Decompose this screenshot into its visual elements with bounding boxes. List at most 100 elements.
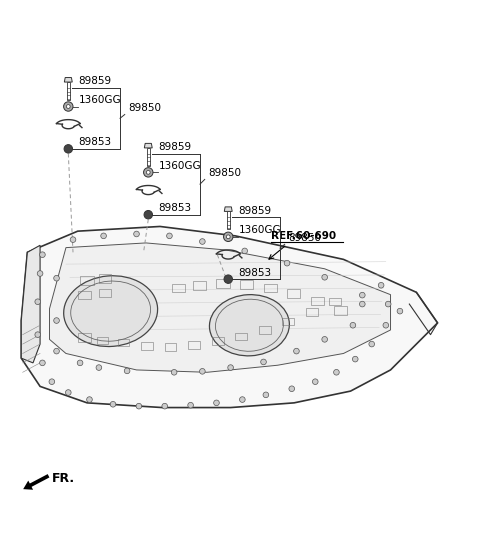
Text: 89853: 89853 [158,203,192,213]
Bar [96,336,108,344]
Circle shape [334,369,339,375]
Circle shape [360,292,365,298]
Circle shape [284,260,290,266]
Ellipse shape [209,295,289,356]
Bar [264,284,276,292]
Circle shape [134,231,139,237]
Circle shape [294,348,299,354]
Circle shape [200,369,205,374]
Bar [334,306,347,315]
Bar [99,275,110,283]
Circle shape [54,318,60,323]
Circle shape [224,232,233,242]
Polygon shape [21,226,438,408]
Bar [287,289,300,298]
Circle shape [146,171,150,174]
Text: 1360GG: 1360GG [158,161,201,171]
Circle shape [200,238,205,245]
Circle shape [136,403,142,409]
Polygon shape [224,207,232,211]
Circle shape [101,233,107,238]
Circle shape [37,271,43,276]
Circle shape [54,275,60,281]
Circle shape [87,397,92,403]
Circle shape [35,299,40,305]
Circle shape [63,102,73,111]
Circle shape [188,403,193,408]
Text: 89859: 89859 [79,76,112,86]
Circle shape [322,275,327,280]
Bar [78,333,91,342]
Text: 89859: 89859 [158,142,192,152]
Circle shape [40,360,45,366]
Bar [216,279,229,288]
Circle shape [171,369,177,375]
Circle shape [96,365,102,370]
Circle shape [54,348,60,354]
Polygon shape [49,243,391,373]
Text: 89850: 89850 [129,103,161,113]
Circle shape [261,359,266,365]
Circle shape [385,301,391,307]
Text: 89850: 89850 [288,233,322,243]
Circle shape [77,360,83,366]
Circle shape [383,322,389,328]
Bar [141,342,153,350]
Bar [188,341,200,349]
Circle shape [224,275,232,283]
Circle shape [64,144,72,153]
Bar [306,309,318,316]
Text: 89850: 89850 [208,168,241,178]
Bar [259,326,271,334]
Circle shape [35,332,40,337]
Circle shape [228,365,233,370]
Circle shape [322,336,327,342]
FancyArrow shape [23,474,49,490]
Text: 1360GG: 1360GG [239,225,281,235]
Circle shape [66,104,70,108]
Text: 89859: 89859 [239,206,272,216]
Bar [118,339,130,346]
Bar [329,298,341,305]
Bar [282,318,294,325]
Text: 1360GG: 1360GG [79,95,121,105]
Circle shape [162,403,168,409]
Circle shape [397,309,403,314]
Circle shape [124,368,130,374]
Circle shape [240,397,245,403]
Circle shape [350,322,356,328]
Circle shape [40,252,45,258]
Circle shape [227,235,230,238]
Polygon shape [64,78,72,82]
Circle shape [144,168,153,177]
Circle shape [214,400,219,406]
Circle shape [144,211,153,219]
Circle shape [242,248,248,254]
Bar [67,82,70,100]
Circle shape [360,301,365,307]
Circle shape [167,233,172,238]
Bar [146,148,150,166]
Polygon shape [21,245,40,363]
Circle shape [65,389,71,395]
Circle shape [49,379,55,385]
Circle shape [70,237,76,242]
Circle shape [352,356,358,362]
Circle shape [369,341,374,347]
Bar [99,289,110,297]
Bar [78,291,91,299]
Text: REF.60-690: REF.60-690 [271,231,336,241]
Bar [212,337,224,345]
Ellipse shape [64,276,157,346]
Circle shape [378,282,384,288]
Circle shape [110,401,116,407]
Circle shape [263,392,269,398]
Bar [311,297,324,305]
Bar [80,276,94,285]
Bar [235,333,247,340]
Circle shape [289,386,295,392]
Text: 89853: 89853 [79,137,112,148]
Text: 89853: 89853 [239,267,272,278]
Text: FR.: FR. [52,472,75,485]
Bar [193,282,206,290]
